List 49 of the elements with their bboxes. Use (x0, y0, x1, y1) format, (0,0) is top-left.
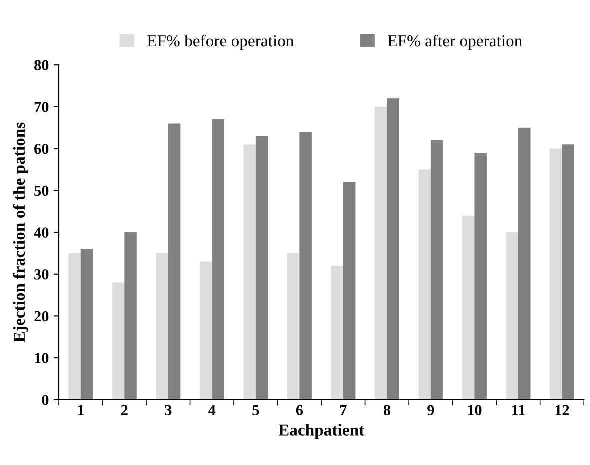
y-tick-label: 60 (34, 144, 49, 154)
bar (331, 266, 344, 400)
bar (418, 170, 431, 400)
bar (256, 136, 268, 400)
x-tick-label: 6 (296, 405, 304, 416)
bar (156, 253, 168, 400)
bar (506, 232, 518, 400)
x-tick-label: 1 (78, 405, 84, 416)
x-tick-label: 7 (340, 405, 347, 416)
x-tick-label: 2 (121, 405, 128, 416)
y-tick-label: 70 (34, 102, 49, 112)
bar (300, 132, 312, 400)
x-tick-label: 4 (208, 405, 216, 416)
bar (474, 152, 487, 400)
x-tick-label: 9 (428, 405, 434, 416)
bar (518, 128, 531, 400)
y-axis-title: Ejection fraction of the pations (13, 122, 28, 342)
bar (387, 98, 400, 400)
x-tick-label: 10 (468, 405, 482, 416)
bar (562, 144, 574, 400)
bar (168, 124, 181, 400)
bar (374, 106, 388, 400)
y-tick-label: 30 (34, 269, 49, 280)
bar (124, 232, 137, 400)
bar (244, 144, 256, 400)
x-tick-label: 12 (556, 405, 570, 416)
bar (287, 253, 300, 400)
legend-label: EF% before operation (148, 34, 294, 50)
bar (80, 249, 94, 400)
y-tick-label: 20 (34, 311, 49, 322)
x-tick-label: 8 (384, 405, 390, 416)
y-tick-label: 0 (42, 395, 49, 406)
bar (200, 262, 212, 400)
bar (462, 216, 475, 400)
bar (550, 148, 562, 400)
x-tick-label: 5 (252, 405, 260, 416)
y-tick-label: 80 (34, 60, 49, 71)
x-tick-label: 11 (512, 405, 525, 416)
bar (112, 282, 125, 400)
y-tick-label: 10 (35, 353, 49, 364)
bar (212, 120, 224, 400)
bar (68, 253, 81, 400)
y-tick-label: 40 (34, 228, 49, 238)
legend-label: EF% after operation (388, 34, 522, 50)
bar (430, 140, 444, 400)
x-tick-label: 3 (165, 405, 172, 416)
x-axis-title: Eachpatient (278, 424, 365, 440)
bar (343, 182, 356, 400)
y-tick-label: 50 (34, 186, 49, 196)
